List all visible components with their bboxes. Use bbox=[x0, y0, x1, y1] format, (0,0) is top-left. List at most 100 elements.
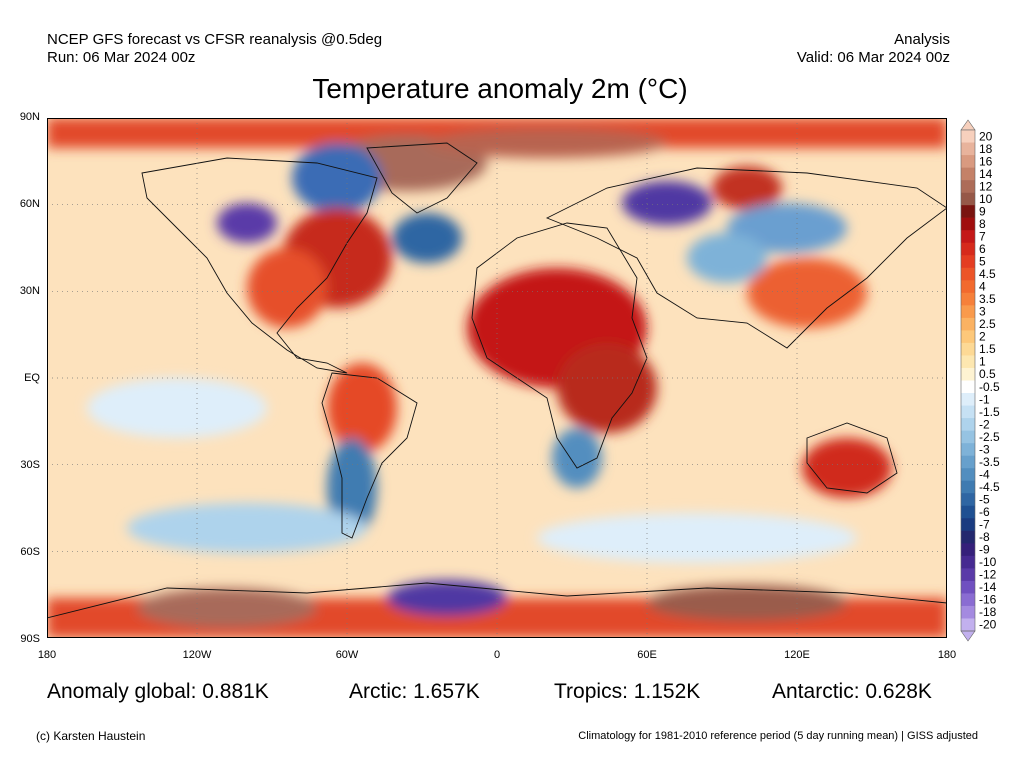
colorbar: 201816141210987654.543.532.521.510.5-0.5… bbox=[960, 119, 1000, 642]
colorbar-swatch bbox=[961, 267, 975, 281]
colorbar-level-label: 16 bbox=[979, 154, 993, 168]
stat-arctic: Arctic: 1.657K bbox=[349, 680, 480, 703]
header-left: NCEP GFS forecast vs CFSR reanalysis @0.… bbox=[47, 31, 382, 67]
coastlines bbox=[47, 142, 947, 619]
colorbar-level-label: 7 bbox=[979, 229, 986, 243]
colorbar-level-label: -2.5 bbox=[979, 430, 1000, 444]
colorbar-level-label: 2 bbox=[979, 330, 986, 344]
colorbar-swatch bbox=[961, 305, 975, 319]
colorbar-swatch bbox=[961, 155, 975, 168]
stat-tropics: Tropics: 1.152K bbox=[554, 680, 701, 703]
colorbar-level-label: 10 bbox=[979, 192, 993, 206]
lon-label-120w: 120W bbox=[182, 649, 212, 661]
map-frame bbox=[47, 118, 947, 638]
colorbar-level-label: 8 bbox=[979, 217, 986, 231]
colorbar-swatch bbox=[961, 555, 975, 569]
colorbar-level-label: -10 bbox=[979, 555, 997, 569]
colorbar-swatch bbox=[961, 167, 975, 181]
colorbar-swatch bbox=[961, 393, 975, 406]
lon-label-60e: 60E bbox=[637, 649, 657, 661]
colorbar-level-label: 18 bbox=[979, 142, 993, 156]
colorbar-level-label: -3.5 bbox=[979, 455, 1000, 469]
colorbar-swatch bbox=[961, 342, 975, 356]
run-line: Run: 06 Mar 2024 00z bbox=[47, 49, 196, 66]
stat-antarctic: Antarctic: 0.628K bbox=[772, 680, 932, 703]
colorbar-swatch bbox=[961, 493, 975, 507]
header-right: Analysis Valid: 06 Mar 2024 00z bbox=[797, 31, 950, 67]
colorbar-level-label: 4.5 bbox=[979, 267, 996, 281]
colorbar-level-label: -7 bbox=[979, 518, 990, 532]
climatology-note: Climatology for 1981-2010 reference peri… bbox=[578, 730, 978, 742]
lat-lon-grid bbox=[47, 118, 947, 638]
lat-label-eq: EQ bbox=[24, 372, 40, 384]
colorbar-swatch bbox=[961, 180, 975, 193]
anomaly-map bbox=[47, 118, 947, 638]
lon-label-180w: 180 bbox=[37, 649, 57, 661]
colorbar-swatch bbox=[961, 205, 975, 218]
colorbar-level-label: 6 bbox=[979, 242, 986, 256]
colorbar-level-label: 9 bbox=[979, 204, 986, 218]
colorbar-swatch bbox=[961, 230, 975, 244]
lon-label-60w: 60W bbox=[335, 649, 359, 661]
colorbar-level-label: 14 bbox=[979, 167, 993, 181]
lat-label-30s: 30S bbox=[20, 459, 40, 471]
colorbar-level-label: 3.5 bbox=[979, 292, 996, 306]
colorbar-level-label: -4 bbox=[979, 467, 990, 481]
lat-label-60s: 60S bbox=[20, 546, 40, 558]
colorbar-arrow-top bbox=[960, 119, 976, 131]
colorbar-level-label: -20 bbox=[979, 618, 997, 632]
colorbar-level-label: -16 bbox=[979, 593, 997, 607]
colorbar-level-label: -1 bbox=[979, 392, 990, 406]
colorbar-level-label: -2 bbox=[979, 417, 990, 431]
lat-label-60n: 60N bbox=[19, 198, 40, 210]
colorbar-level-label: 5 bbox=[979, 255, 986, 269]
colorbar-level-label: -14 bbox=[979, 580, 997, 594]
colorbar-swatch bbox=[961, 130, 975, 143]
lat-label-90n: 90N bbox=[19, 111, 40, 123]
colorbar-swatch bbox=[961, 605, 975, 619]
colorbar-swatch bbox=[961, 505, 975, 519]
colorbar-level-label: 1 bbox=[979, 355, 986, 369]
colorbar-swatch bbox=[961, 192, 975, 206]
colorbar-level-label: -3 bbox=[979, 442, 990, 456]
colorbar-level-label: -5 bbox=[979, 492, 990, 506]
colorbar-arrow-bottom bbox=[960, 630, 976, 642]
colorbar-swatch bbox=[961, 255, 975, 269]
colorbar-frame bbox=[960, 129, 976, 632]
colorbar-level-label: 12 bbox=[979, 179, 993, 193]
lat-label-90s: 90S bbox=[20, 633, 40, 645]
colorbar-swatch bbox=[961, 330, 975, 344]
model-line: NCEP GFS forecast vs CFSR reanalysis @0.… bbox=[47, 31, 383, 48]
colorbar-level-label: 4 bbox=[979, 280, 986, 294]
colorbar-level-label: -9 bbox=[979, 543, 990, 557]
colorbar-level-label: 1.5 bbox=[979, 342, 996, 356]
colorbar-swatch bbox=[961, 418, 975, 431]
colorbar-swatch bbox=[961, 593, 975, 607]
colorbar-level-label: 3 bbox=[979, 305, 986, 319]
colorbar-level-label: 0.5 bbox=[979, 367, 996, 381]
colorbar-swatch bbox=[961, 380, 975, 394]
valid-line: Valid: 06 Mar 2024 00z bbox=[796, 49, 950, 66]
map-title: Temperature anomaly 2m (°C) bbox=[312, 73, 688, 104]
colorbar-level-label: -1.5 bbox=[979, 405, 1000, 419]
colorbar-swatch bbox=[961, 568, 975, 582]
colorbar-swatch bbox=[961, 242, 975, 256]
colorbar-swatch bbox=[961, 468, 975, 481]
colorbar-level-label: -0.5 bbox=[979, 380, 1000, 394]
colorbar-swatch bbox=[961, 455, 975, 469]
colorbar-swatch bbox=[961, 580, 975, 594]
colorbar-swatch bbox=[961, 430, 975, 444]
colorbar-swatch bbox=[961, 367, 975, 381]
colorbar-swatch bbox=[961, 292, 975, 306]
colorbar-swatch bbox=[961, 355, 975, 369]
colorbar-swatch bbox=[961, 317, 975, 331]
colorbar-level-label: -8 bbox=[979, 530, 990, 544]
colorbar-swatch bbox=[961, 543, 975, 557]
colorbar-level-label: -4.5 bbox=[979, 480, 1000, 494]
colorbar-swatch bbox=[961, 618, 975, 632]
colorbar-swatch bbox=[961, 518, 975, 532]
stat-global: Anomaly global: 0.881K bbox=[47, 680, 269, 703]
type-line: Analysis bbox=[894, 31, 950, 48]
lon-label-0: 0 bbox=[493, 649, 501, 661]
colorbar-swatch bbox=[961, 405, 975, 419]
